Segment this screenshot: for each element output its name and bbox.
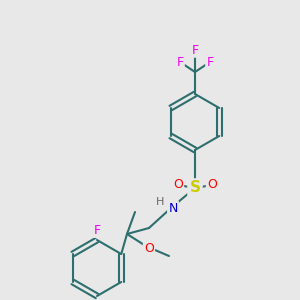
Text: F: F — [206, 56, 214, 68]
Text: F: F — [176, 56, 184, 68]
Text: S: S — [190, 181, 200, 196]
Text: H: H — [156, 197, 164, 207]
Text: O: O — [144, 242, 154, 254]
Text: O: O — [207, 178, 217, 191]
Text: F: F — [191, 44, 199, 56]
Text: O: O — [173, 178, 183, 191]
Text: F: F — [93, 224, 100, 237]
Text: N: N — [168, 202, 178, 214]
